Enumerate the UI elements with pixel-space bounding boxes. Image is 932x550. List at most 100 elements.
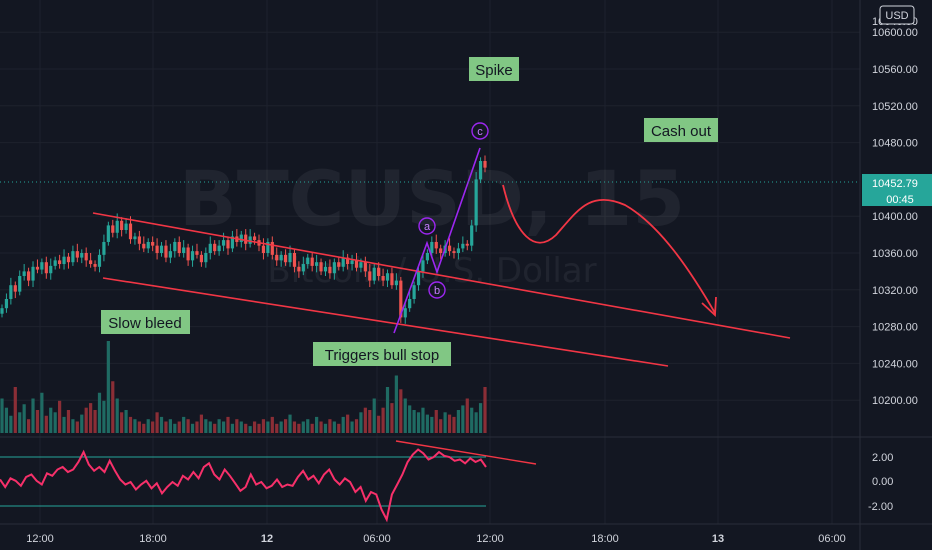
candle-body [261, 245, 266, 253]
wave-label-b: b [428, 281, 446, 299]
oscillator-axis: 2.00 0.00 -2.00 [868, 452, 893, 513]
candle-body [177, 241, 181, 253]
candle-body [301, 264, 305, 272]
volume-bar [66, 410, 71, 433]
volume-bar [474, 412, 478, 433]
volume-bar [270, 416, 274, 433]
volume-bar [80, 414, 84, 433]
candle-body [53, 260, 57, 266]
price-tick-label: 10560.00 [872, 64, 918, 76]
volume-bar [22, 404, 26, 433]
candle-body [425, 253, 429, 261]
volume-bar [368, 410, 372, 433]
candle-body [195, 251, 199, 255]
note-cash-out[interactable]: Cash out [644, 118, 718, 142]
candle-body [346, 257, 350, 265]
volume-bar [434, 410, 438, 433]
volume-bar [173, 423, 177, 433]
candle-body [337, 262, 341, 267]
volume-bar [213, 423, 217, 433]
volume-bar [168, 419, 172, 433]
time-axis[interactable]: 12:00 18:00 12 06:00 12:00 18:00 13 06:00 [26, 533, 846, 545]
price-tick-label: 10480.00 [872, 138, 918, 150]
time-tick-label: 06:00 [363, 533, 391, 545]
candle-body [385, 273, 390, 281]
volume-bar [359, 412, 363, 433]
candle-body [93, 264, 97, 267]
candle-body [399, 280, 403, 318]
candle-body [456, 248, 461, 253]
volume-bar [204, 419, 208, 433]
candle-body [403, 308, 407, 318]
candle-body [341, 257, 345, 267]
candle-body [26, 271, 31, 281]
candle-body [190, 251, 195, 261]
note-triggers-bull-stop[interactable]: Triggers bull stop [313, 342, 451, 366]
candle-body [31, 266, 35, 281]
candle-body [71, 251, 75, 263]
candle-body [230, 236, 235, 249]
time-tick-label: 12 [261, 533, 273, 545]
price-axis[interactable]: 10600.00 10560.00 10520.00 10480.00 10400.00… [859, 0, 932, 550]
volume-bar [40, 392, 44, 433]
svg-text:a: a [424, 221, 431, 233]
volume-bar [124, 410, 128, 433]
note-spike[interactable]: Spike [469, 57, 519, 81]
volume-bar [363, 407, 367, 433]
volume-bar [412, 410, 416, 433]
candle-body [461, 243, 465, 249]
volume-bar [9, 415, 13, 433]
svg-text:Cash out: Cash out [651, 123, 712, 140]
volume-bar [177, 421, 181, 433]
volume-bar [84, 407, 88, 433]
note-slow-bleed[interactable]: Slow bleed [101, 310, 190, 334]
candle-body [155, 245, 159, 253]
candle-body [270, 241, 274, 255]
volume-bar [182, 416, 186, 433]
volume-bar [252, 421, 257, 433]
candle-body [306, 257, 310, 265]
price-tick-label: 10400.00 [872, 211, 918, 223]
volume-bar [235, 419, 239, 433]
candle-body [328, 266, 332, 274]
volume-bar [142, 423, 146, 433]
volume-bar [53, 412, 57, 433]
countdown-label: 00:45 [862, 191, 932, 206]
volume-bar [447, 414, 452, 433]
wave-label-a: a [418, 217, 436, 235]
volume-bar [452, 416, 456, 433]
wave-label-c: c [471, 122, 489, 140]
candle-body [13, 285, 17, 292]
volume-bar [190, 423, 195, 433]
candle-body [58, 260, 62, 265]
volume-bar [483, 387, 487, 433]
price-tick-label: 10200.00 [872, 395, 918, 407]
time-tick-label: 12:00 [26, 533, 54, 545]
candle-body [252, 236, 257, 241]
candle-body [84, 253, 88, 261]
price-tick-label: 10320.00 [872, 285, 918, 297]
candle-body [434, 241, 438, 249]
candle-body [40, 262, 44, 270]
volume-bar [394, 375, 398, 433]
osc-tick-neg2: -2.00 [868, 501, 893, 513]
candle-body [315, 262, 319, 266]
volume-bar [44, 415, 48, 433]
candle-body [213, 243, 217, 252]
candle-body [292, 253, 297, 267]
volume-bar [244, 423, 248, 433]
projection-arrowhead [701, 296, 717, 317]
candle-body [111, 225, 115, 233]
volume-bar [350, 421, 354, 433]
oscillator-divergence-line [395, 440, 537, 465]
candle-body [168, 251, 172, 258]
candle-body [363, 262, 367, 272]
svg-text:00:45: 00:45 [886, 194, 914, 206]
candle-body [244, 234, 248, 244]
candle-body [186, 247, 190, 261]
candle-body [368, 271, 372, 281]
oscillator-pane [0, 448, 487, 523]
candle-body [421, 260, 425, 272]
